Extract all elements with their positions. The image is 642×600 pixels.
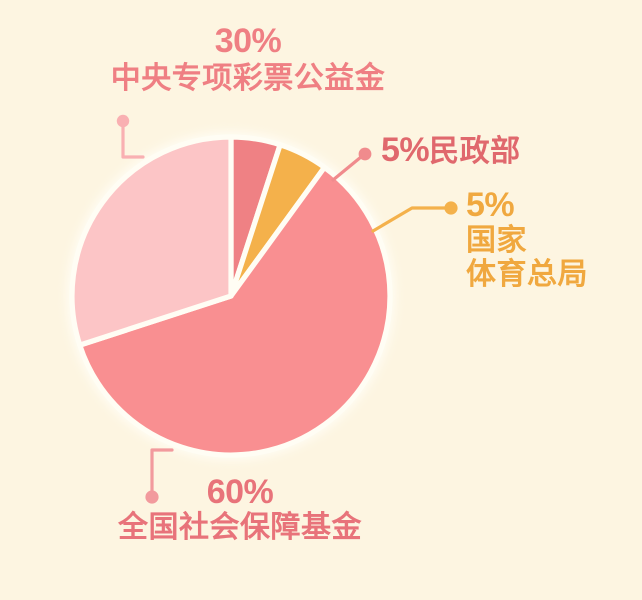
leader-line-civil-affairs (331, 147, 372, 182)
callout-name-sports-admin-line1: 国家 (466, 224, 527, 258)
dot-marker-social-security (145, 490, 159, 504)
leader-path-central-lottery (121, 123, 145, 159)
callout-label-sports-admin: 5% 国家 体育总局 (466, 186, 588, 291)
callout-percent-sports-admin: 5% (466, 186, 515, 224)
callout-label-social-security: 60% 全国社会保障基金 (75, 473, 405, 545)
dot-marker-civil-affairs (358, 147, 372, 161)
leader-path-sports-admin (371, 206, 449, 233)
leader-line-central-lottery (116, 114, 145, 159)
callout-label-central-lottery: 30% 中央专项彩票公益金 (48, 22, 448, 96)
callout-percent-central-lottery: 30% (214, 22, 282, 60)
leader-path-social-security (150, 448, 174, 495)
callout-label-civil-affairs: 5%民政部 (381, 131, 521, 169)
callout-name-central-lottery: 中央专项彩票公益金 (110, 62, 386, 96)
dot-marker-sports-admin (444, 201, 458, 215)
pie-slice-social-security[interactable] (77, 164, 393, 458)
callout-percent-social-security: 60% (206, 473, 274, 511)
pie-slice-central-lottery[interactable] (69, 134, 234, 348)
callout-name-civil-affairs: 民政部 (429, 135, 521, 168)
leader-line-social-security (145, 448, 174, 504)
pie-slices-group (69, 134, 393, 458)
dot-marker-central-lottery (116, 114, 130, 128)
leader-line-sports-admin (371, 201, 458, 233)
callout-name-social-security: 全国社会保障基金 (118, 511, 362, 545)
leader-path-civil-affairs (331, 155, 363, 182)
callout-percent-civil-affairs: 5% (381, 131, 430, 169)
callout-name-sports-admin-line2: 体育总局 (466, 257, 588, 291)
